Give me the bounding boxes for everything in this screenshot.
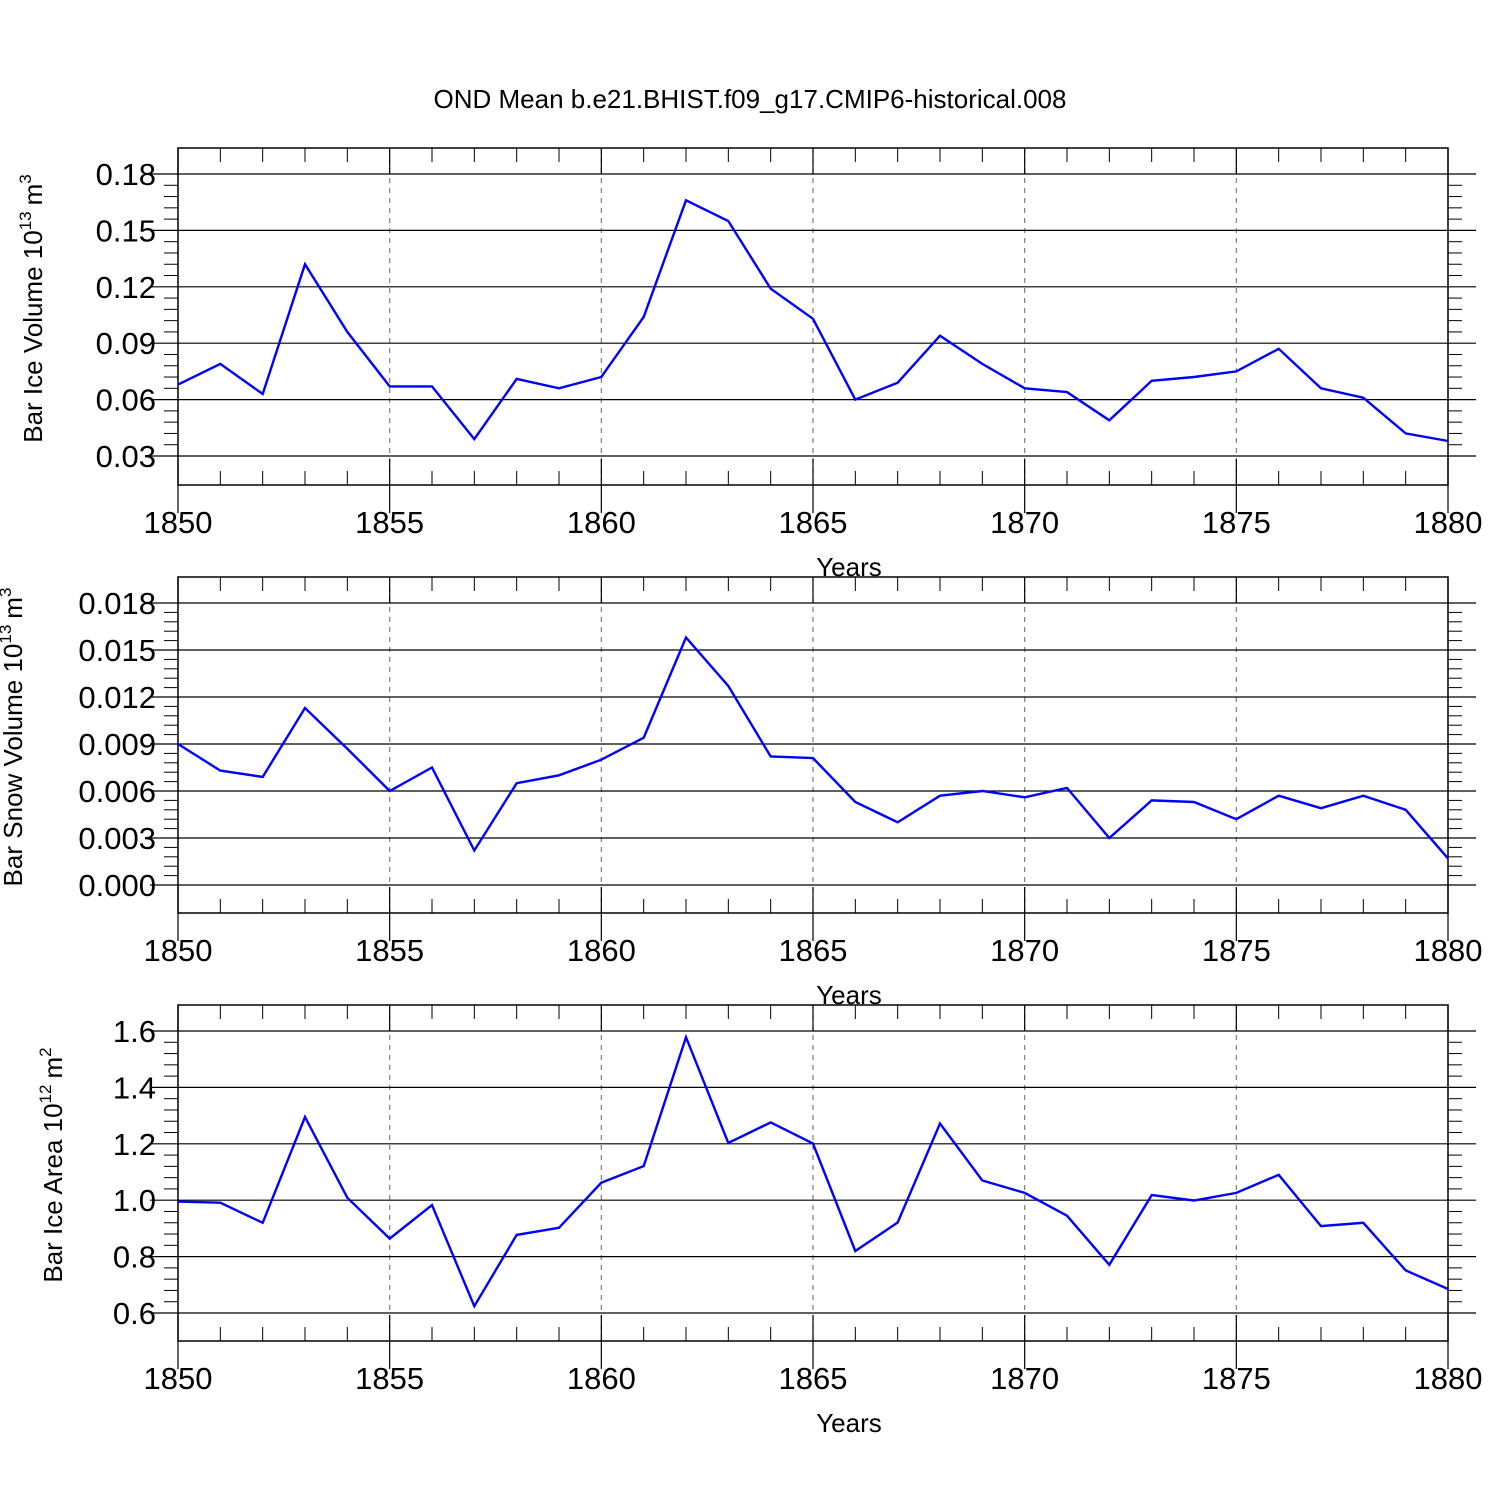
y-tick-label: 0.6 — [113, 1296, 156, 1331]
y-axis-label-text: Bar Snow Volume 10 — [0, 644, 28, 887]
y-axis-label: Bar Ice Area 1012 m2 — [36, 1047, 68, 1282]
y-axis-label-exponent: 13 — [16, 211, 35, 230]
x-tick-label: 1875 — [1202, 505, 1271, 540]
y-tick-label: 1.4 — [113, 1070, 156, 1105]
x-tick-label: 1855 — [355, 1361, 424, 1396]
y-tick-label: 0.15 — [96, 213, 156, 248]
y-axis-label-unit: m — [0, 597, 28, 619]
y-tick-label: 0.003 — [78, 821, 156, 856]
y-tick-label: 0.015 — [78, 633, 156, 668]
x-tick-label: 1880 — [1414, 505, 1483, 540]
y-axis-label-unit-exponent: 3 — [16, 174, 35, 183]
x-tick-label: 1875 — [1202, 1361, 1271, 1396]
series-line — [177, 198, 1449, 443]
x-tick-label: 1850 — [144, 505, 213, 540]
y-axis-label-unit: m — [18, 184, 48, 206]
y-axis-label-text: Bar Ice Area 10 — [38, 1103, 68, 1282]
x-tick-label: 1850 — [144, 1361, 213, 1396]
chart-panel-2: 0.000 0.003 0.006 0.009 0.012 0.015 0.018 1850 1… — [0, 576, 1483, 1010]
y-tick-label: 0.8 — [113, 1240, 156, 1275]
x-tick-label: 1865 — [779, 1361, 848, 1396]
y-axis-label: Bar Snow Volume 1013 m3 — [0, 588, 28, 887]
x-tick-label: 1865 — [779, 933, 848, 968]
y-axis-label-text: Bar Ice Volume 10 — [18, 230, 48, 442]
y-tick-label: 0.006 — [78, 774, 156, 809]
x-tick-label: 1870 — [990, 505, 1059, 540]
y-tick-label: 0.009 — [78, 727, 156, 762]
y-axis-label-unit-exponent: 2 — [36, 1047, 55, 1056]
x-tick-label: 1860 — [567, 505, 636, 540]
x-tick-label: 1880 — [1414, 1361, 1483, 1396]
series-line — [177, 1033, 1449, 1309]
chart-panel-3: 0.6 0.8 1.0 1.2 1.4 1.6 1850 1855 1860 1865 1870 18… — [36, 1004, 1483, 1438]
x-tick-label: 1855 — [355, 933, 424, 968]
y-axis-label-unit: m — [38, 1057, 68, 1079]
y-tick-label: 0.09 — [96, 326, 156, 361]
x-axis-label: Years — [816, 1408, 882, 1438]
x-tick-label: 1855 — [355, 505, 424, 540]
x-tick-label: 1870 — [990, 933, 1059, 968]
y-tick-label: 0.018 — [78, 586, 156, 621]
y-tick-label: 0.06 — [96, 383, 156, 418]
figure-title: OND Mean b.e21.BHIST.f09_g17.CMIP6-histo… — [433, 84, 1067, 114]
y-tick-label: 0.12 — [96, 270, 156, 305]
x-tick-label: 1860 — [567, 1361, 636, 1396]
y-tick-label: 1.0 — [113, 1183, 156, 1218]
y-tick-label: 1.2 — [113, 1127, 156, 1162]
x-tick-label: 1870 — [990, 1361, 1059, 1396]
x-tick-label: 1880 — [1414, 933, 1483, 968]
y-tick-label: 0.18 — [96, 157, 156, 192]
x-tick-label: 1865 — [779, 505, 848, 540]
y-axis-label: Bar Ice Volume 1013 m3 — [16, 174, 48, 443]
y-tick-label: 0.03 — [96, 439, 156, 474]
y-axis-label-exponent: 13 — [0, 625, 15, 644]
y-tick-label: 0.000 — [78, 868, 156, 903]
x-tick-label: 1875 — [1202, 933, 1271, 968]
y-axis-label-exponent: 12 — [36, 1084, 55, 1103]
chart-panel-1: 0.03 0.06 0.09 0.12 0.15 0.18 1850 1855 1860 1865… — [16, 147, 1483, 582]
y-tick-label: 1.6 — [113, 1014, 156, 1049]
y-axis-label-unit-exponent: 3 — [0, 588, 15, 597]
y-tick-label: 0.012 — [78, 680, 156, 715]
x-tick-label: 1850 — [144, 933, 213, 968]
x-tick-label: 1860 — [567, 933, 636, 968]
